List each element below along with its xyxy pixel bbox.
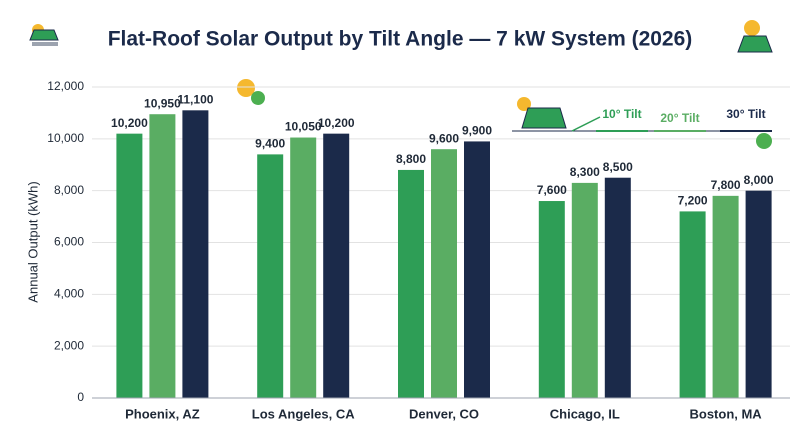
- value-label: 9,400: [255, 137, 285, 151]
- bar: [323, 133, 350, 398]
- value-label: 9,900: [462, 124, 492, 138]
- x-tick-label: Phoenix, AZ: [125, 406, 200, 421]
- title-icon-right: [737, 20, 773, 53]
- bar: [712, 195, 739, 398]
- bar: [398, 169, 424, 398]
- title-icon-left: [29, 24, 59, 46]
- y-tick-label: 12,000: [47, 79, 84, 93]
- value-label: 8,500: [603, 160, 633, 174]
- value-label: 10,950: [144, 96, 181, 110]
- y-tick-label: 10,000: [47, 131, 84, 145]
- bar: [182, 110, 209, 398]
- legend-coin: [756, 133, 772, 149]
- legend-label: 30° Tilt: [726, 107, 765, 121]
- value-label: 9,600: [429, 131, 459, 145]
- value-label: 7,800: [711, 178, 741, 192]
- y-axis-label: Annual Output (kWh): [25, 181, 40, 302]
- y-tick-label: 6,000: [54, 235, 84, 249]
- y-tick-label: 8,000: [54, 183, 84, 197]
- bar: [431, 149, 457, 398]
- bar: [257, 154, 284, 398]
- legend-label: 10° Tilt: [602, 107, 641, 121]
- bar: [571, 182, 598, 398]
- bar: [149, 114, 176, 399]
- value-label: 7,200: [678, 194, 708, 208]
- value-label: 11,100: [177, 92, 213, 106]
- y-tick-label: 2,000: [54, 338, 84, 352]
- value-label: 8,800: [396, 152, 426, 166]
- y-tick-label: 0: [77, 390, 84, 404]
- bar: [679, 211, 706, 398]
- bar: [464, 141, 490, 399]
- value-label: 10,050: [285, 120, 322, 134]
- legend-sun: [517, 97, 531, 111]
- y-tick-label: 4,000: [54, 287, 84, 301]
- value-label: 10,200: [111, 116, 148, 130]
- bar: [745, 190, 772, 398]
- bar: [604, 177, 631, 398]
- value-label: 8,000: [744, 173, 774, 187]
- legend-panel: [521, 107, 567, 129]
- bar: [538, 201, 565, 398]
- chart-title: Flat-Roof Solar Output by Tilt Angle — 7…: [108, 28, 693, 51]
- x-tick-label: Los Angeles, CA: [252, 406, 355, 421]
- bar: [290, 137, 317, 398]
- x-tick-label: Boston, MA: [689, 406, 762, 421]
- value-label: 10,200: [318, 116, 355, 130]
- value-label: 8,300: [570, 165, 600, 179]
- x-tick-label: Denver, CO: [409, 406, 479, 421]
- bar: [116, 133, 143, 398]
- value-label: 7,600: [537, 183, 567, 197]
- x-tick-label: Chicago, IL: [550, 406, 620, 421]
- legend-label: 20° Tilt: [660, 111, 699, 125]
- legend-tilt: [571, 116, 601, 132]
- sun-icon: [237, 79, 265, 105]
